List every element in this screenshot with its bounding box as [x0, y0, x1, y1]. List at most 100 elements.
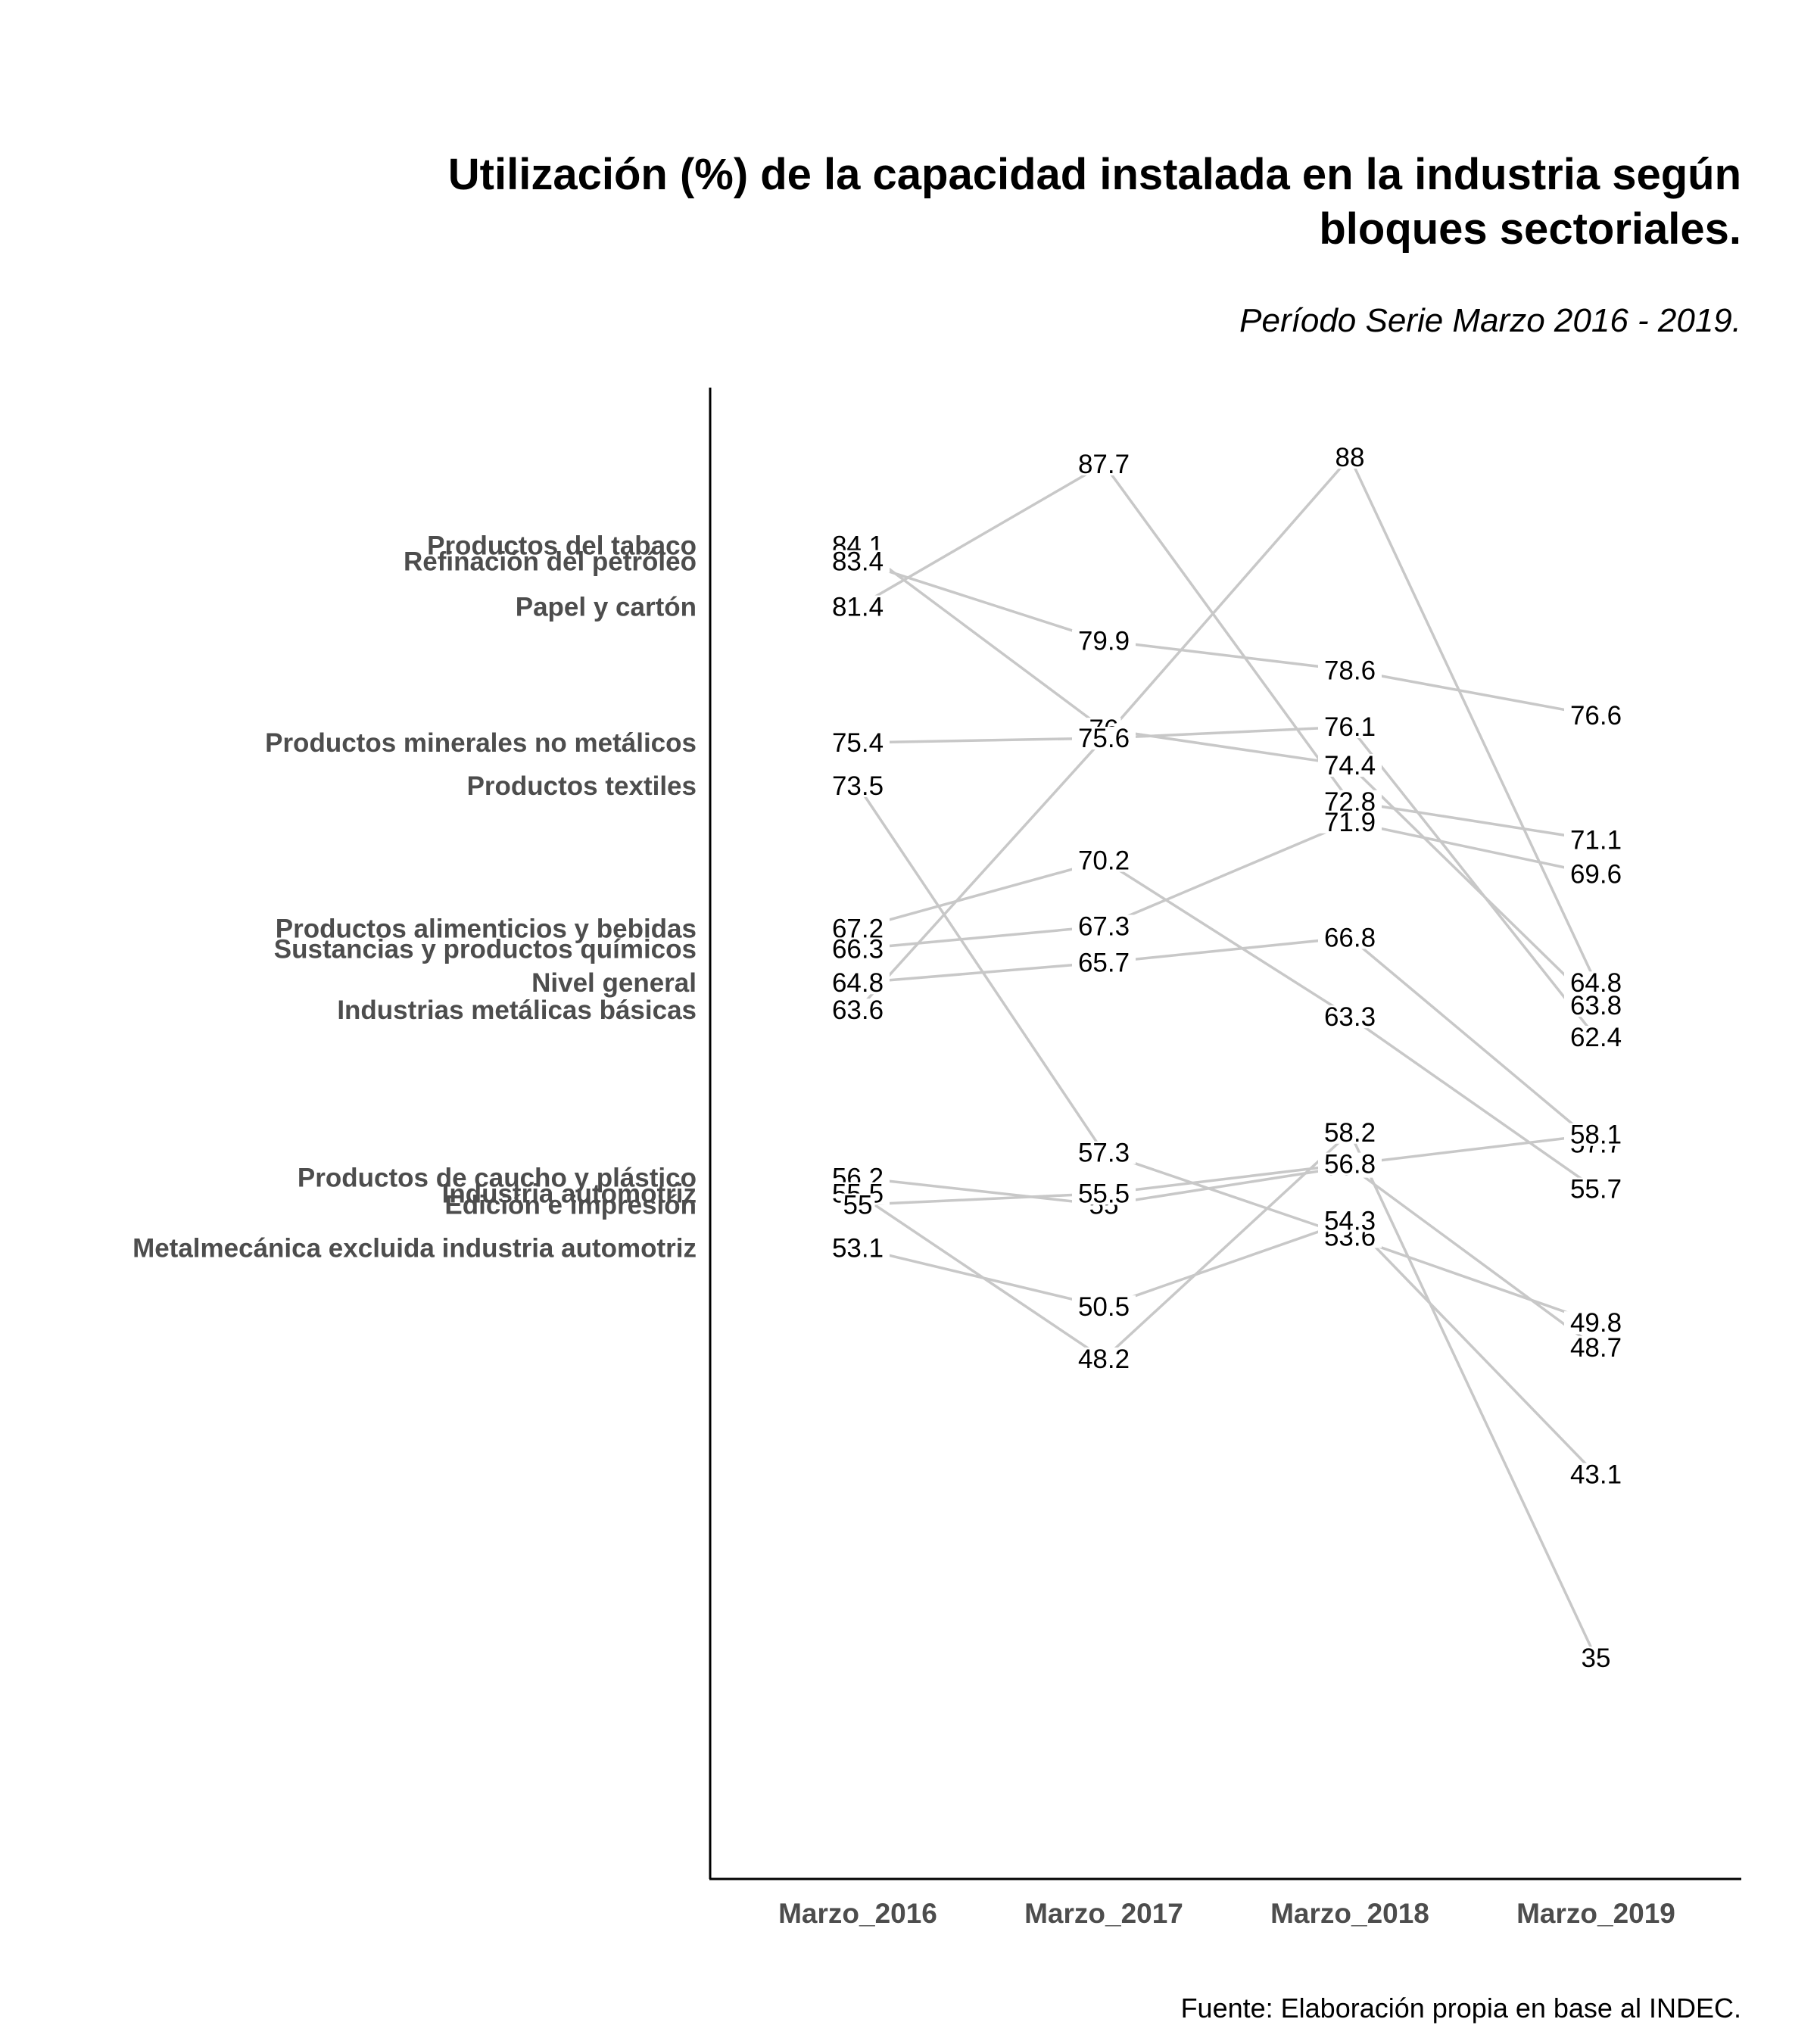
value-label-bg — [826, 550, 890, 573]
slope-segment-productos-alimenticios-y-bebidas-2 — [1103, 859, 1351, 1018]
value-label-nivel-general-1: 64.8 — [832, 968, 884, 998]
slope-segment-refinacion-del-petroleo-3 — [1349, 668, 1597, 717]
sector-label-productos-minerales-no-metalicos: Productos minerales no metálicos — [265, 728, 697, 758]
value-label-productos-de-caucho-y-plastico-4: 48.7 — [1570, 1333, 1622, 1363]
value-label-bg — [1564, 862, 1628, 886]
slope-segment-sustancias-y-productos-quimicos-2 — [1103, 821, 1351, 928]
chart-title-line-2: bloques sectoriales. — [1319, 204, 1741, 254]
value-label-metalmecanica-excluida-industria-automotriz-2: 50.5 — [1078, 1292, 1130, 1322]
sector-label-productos-de-caucho-y-plastico: Productos de caucho y plástico — [298, 1164, 697, 1193]
value-label-bg — [1072, 1141, 1136, 1164]
slope-segment-productos-de-caucho-y-plastico-1 — [857, 1176, 1105, 1207]
slope-segment-nivel-general-3 — [1348, 936, 1597, 1145]
value-label-productos-del-tabaco-3: 74.4 — [1324, 751, 1376, 781]
value-label-refinacion-del-petroleo-1: 83.4 — [832, 547, 884, 577]
value-label-bg — [826, 731, 890, 755]
value-label-metalmecanica-excluida-industria-automotriz-4: 43.1 — [1570, 1460, 1622, 1490]
value-label-bg — [1318, 659, 1382, 682]
value-label-bg — [1318, 1209, 1382, 1232]
value-label-productos-minerales-no-metalicos-4: 62.4 — [1570, 1023, 1622, 1052]
value-label-edicion-e-impresion-3: 56.8 — [1324, 1150, 1376, 1179]
value-label-bg — [1564, 1177, 1628, 1201]
value-label-nivel-general-2: 65.7 — [1078, 948, 1130, 977]
slope-segment-productos-minerales-no-metalicos-1 — [857, 737, 1105, 744]
sector-label-industria-automotriz: Industria automotriz — [442, 1179, 697, 1209]
value-label-bg — [1072, 1295, 1136, 1319]
value-label-refinacion-del-petroleo-3: 78.6 — [1324, 656, 1376, 685]
value-label-bg — [1072, 727, 1136, 750]
slope-segment-metalmecanica-excluida-industria-automotriz-3 — [1348, 1220, 1597, 1475]
slope-segment-refinacion-del-petroleo-1 — [857, 559, 1105, 643]
value-label-productos-minerales-no-metalicos-1: 75.4 — [832, 728, 884, 758]
slope-segment-metalmecanica-excluida-industria-automotriz-2 — [1103, 1219, 1351, 1308]
chart-title-line-1: Utilización (%) de la capacidad instalad… — [448, 150, 1741, 199]
value-label-bg — [1579, 1647, 1613, 1669]
value-label-bg — [1318, 810, 1382, 833]
value-label-bg — [1564, 1336, 1628, 1360]
slope-segment-edicion-e-impresion-3 — [1349, 1133, 1597, 1166]
value-label-bg — [1072, 915, 1136, 938]
sector-label-productos-del-tabaco: Productos del tabaco — [427, 531, 697, 561]
value-label-bg — [1564, 1123, 1628, 1146]
value-label-industria-automotriz-3: 58.2 — [1324, 1118, 1376, 1148]
value-label-bg — [1072, 1347, 1136, 1370]
value-label-edicion-e-impresion-2: 55.5 — [1078, 1179, 1130, 1209]
value-label-bg — [1072, 452, 1136, 475]
value-label-papel-y-carton-4: 71.1 — [1570, 826, 1622, 855]
slope-segment-productos-minerales-no-metalicos-2 — [1103, 725, 1351, 740]
value-label-bg — [826, 999, 890, 1022]
value-label-bg — [826, 937, 890, 961]
value-label-bg — [1564, 1311, 1628, 1335]
chart-subtitle: Período Serie Marzo 2016 - 2019. — [1239, 302, 1741, 339]
value-label-sustancias-y-productos-quimicos-4: 69.6 — [1570, 860, 1622, 890]
slope-segment-productos-del-tabaco-1 — [856, 544, 1105, 731]
chart-caption: Fuente: Elaboración propia en base al IN… — [1181, 1993, 1741, 2024]
slope-segment-papel-y-carton-2 — [1102, 463, 1351, 802]
slope-segment-refinacion-del-petroleo-2 — [1103, 639, 1351, 672]
value-label-metalmecanica-excluida-industria-automotriz-3: 54.3 — [1324, 1206, 1376, 1235]
value-label-bg — [1072, 629, 1136, 653]
value-label-edicion-e-impresion-4: 58.1 — [1570, 1120, 1622, 1150]
sector-label-edicion-e-impresion: Edición e impresión — [444, 1191, 697, 1220]
value-label-bg — [1072, 1182, 1136, 1205]
value-label-bg — [1564, 1026, 1628, 1049]
sector-label-productos-textiles: Productos textiles — [467, 771, 697, 801]
sector-label-industrias-metalicas-basicas: Industrias metálicas básicas — [337, 996, 697, 1025]
value-label-industrias-metalicas-basicas-4: 64.8 — [1570, 968, 1622, 998]
value-label-nivel-general-3: 66.8 — [1324, 923, 1376, 952]
sector-label-metalmecanica-excluida-industria-automotriz: Metalmecánica excluida industria automot… — [132, 1233, 697, 1263]
value-label-productos-del-tabaco-4: 63.8 — [1570, 991, 1622, 1020]
slope-segment-sustancias-y-productos-quimicos-3 — [1349, 821, 1597, 876]
value-label-industrias-metalicas-basicas-1: 63.6 — [832, 996, 884, 1025]
sector-label-papel-y-carton: Papel y cartón — [516, 593, 697, 622]
value-label-productos-textiles-4: 49.8 — [1570, 1308, 1622, 1338]
value-label-productos-alimenticios-y-bebidas-2: 70.2 — [1078, 846, 1130, 876]
x-tick-marzo-2018: Marzo_2018 — [1270, 1898, 1429, 1929]
value-label-sustancias-y-productos-quimicos-1: 66.3 — [832, 934, 884, 964]
slope-lines — [856, 456, 1597, 1659]
value-label-bg — [1072, 951, 1136, 974]
value-label-industria-automotriz-2: 48.2 — [1078, 1344, 1130, 1374]
value-label-bg — [1318, 790, 1382, 813]
slope-segment-papel-y-carton-1 — [857, 463, 1105, 609]
sector-label-nivel-general: Nivel general — [531, 968, 697, 998]
value-label-bg — [1332, 446, 1367, 469]
value-label-bg — [1318, 1152, 1382, 1176]
value-label-productos-textiles-1: 73.5 — [832, 771, 884, 801]
slope-segment-productos-de-caucho-y-plastico-3 — [1348, 1165, 1597, 1349]
slope-segment-sustancias-y-productos-quimicos-1 — [857, 924, 1105, 951]
slope-segment-industria-automotriz-3 — [1348, 1132, 1597, 1659]
slope-segment-productos-textiles-1 — [856, 784, 1105, 1154]
value-label-metalmecanica-excluida-industria-automotriz-1: 53.1 — [832, 1233, 884, 1263]
slope-segment-productos-alimenticios-y-bebidas-3 — [1348, 1015, 1597, 1190]
value-label-bg — [840, 1193, 875, 1217]
x-tick-labels: Marzo_2016 Marzo_2017 Marzo_2018 Marzo_2019 — [778, 1898, 1675, 1929]
value-label-industrias-metalicas-basicas-2: 75.6 — [1078, 724, 1130, 753]
value-labels: 84.17674.463.883.479.978.676.681.487.772… — [826, 443, 1628, 1673]
sector-label-refinacion-del-petroleo: Refinación del petróleo — [404, 547, 697, 577]
value-label-bg — [1564, 704, 1628, 728]
value-label-productos-textiles-2: 57.3 — [1078, 1139, 1130, 1168]
value-label-productos-alimenticios-y-bebidas-4: 55.7 — [1570, 1175, 1622, 1204]
value-label-papel-y-carton-2: 87.7 — [1078, 450, 1130, 479]
